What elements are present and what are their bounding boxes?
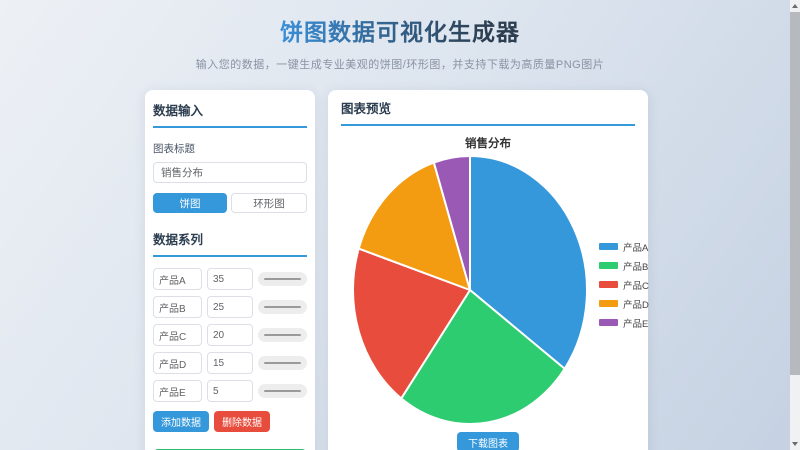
download-chart-button[interactable]: 下载图表: [457, 432, 519, 450]
main-content: 数据输入 图表标题 饼图 环形图 数据系列: [145, 90, 649, 450]
series-slider[interactable]: [258, 328, 307, 342]
series-slider[interactable]: [258, 384, 307, 398]
chart-preview-heading: 图表预览: [341, 98, 635, 126]
legend-item: 产品A: [599, 237, 649, 256]
scroll-down-button[interactable]: [790, 438, 800, 450]
donut-type-button[interactable]: 环形图: [231, 193, 307, 213]
series-row: [153, 352, 307, 374]
series-name-input[interactable]: [153, 352, 202, 374]
series-row: [153, 324, 307, 346]
scroll-down-icon: [792, 442, 798, 446]
series-value-input[interactable]: [207, 268, 253, 290]
series-slider[interactable]: [258, 272, 307, 286]
series-value-input[interactable]: [207, 380, 253, 402]
legend-item: 产品C: [599, 275, 649, 294]
scrollbar[interactable]: [790, 0, 800, 450]
legend-swatch: [599, 281, 618, 288]
series-row: [153, 296, 307, 318]
legend-swatch: [599, 243, 618, 250]
legend-item: 产品B: [599, 256, 649, 275]
series-name-input[interactable]: [153, 380, 202, 402]
legend-label: 产品B: [623, 261, 649, 273]
pie-chart-svg: [352, 155, 588, 425]
series-actions: 添加数据 删除数据: [153, 411, 307, 432]
scroll-up-icon: [792, 4, 798, 8]
series-row: [153, 380, 307, 402]
scroll-up-button[interactable]: [790, 0, 800, 12]
data-input-panel: 数据输入 图表标题 饼图 环形图 数据系列: [145, 90, 315, 450]
series-name-input[interactable]: [153, 324, 202, 346]
chart-preview-panel: 图表预览 销售分布 产品A 产品B 产品C 产品D 产品E 下载图表: [328, 90, 649, 450]
legend-label: 产品A: [623, 242, 649, 254]
series-value-input[interactable]: [207, 352, 253, 374]
legend-label: 产品C: [623, 280, 649, 292]
series-slider[interactable]: [258, 300, 307, 314]
legend-label: 产品D: [623, 299, 649, 311]
chart-title: 销售分布: [465, 138, 511, 150]
page-title: 饼图数据可视化生成器: [280, 13, 520, 47]
scrollbar-thumb[interactable]: [790, 12, 800, 375]
legend-swatch: [599, 300, 618, 307]
series-value-input[interactable]: [207, 296, 253, 318]
legend-swatch: [599, 319, 618, 326]
legend-label: 产品E: [623, 318, 649, 330]
add-data-button[interactable]: 添加数据: [153, 411, 209, 432]
data-series-heading: 数据系列: [153, 229, 307, 257]
delete-data-button[interactable]: 删除数据: [214, 411, 270, 432]
chart-legend: 产品A 产品B 产品C 产品D 产品E: [599, 237, 649, 332]
series-slider[interactable]: [258, 356, 307, 370]
pie-type-button[interactable]: 饼图: [153, 193, 227, 213]
chart-title-label: 图表标题: [153, 143, 195, 155]
chart-type-toggle: 饼图 环形图: [153, 193, 307, 213]
page-subtitle: 输入您的数据，一键生成专业美观的饼图/环形图，并支持下载为高质量PNG图片: [195, 59, 605, 71]
series-name-input[interactable]: [153, 268, 202, 290]
legend-item: 产品D: [599, 294, 649, 313]
legend-item: 产品E: [599, 313, 649, 332]
series-value-input[interactable]: [207, 324, 253, 346]
series-rows: [153, 268, 307, 402]
series-name-input[interactable]: [153, 296, 202, 318]
data-input-heading: 数据输入: [153, 100, 307, 128]
page-header: 饼图数据可视化生成器 输入您的数据，一键生成专业美观的饼图/环形图，并支持下载为…: [0, 0, 800, 72]
chart-title-input[interactable]: [153, 162, 307, 183]
legend-swatch: [599, 262, 618, 269]
pie-chart: [350, 153, 590, 427]
series-row: [153, 268, 307, 290]
